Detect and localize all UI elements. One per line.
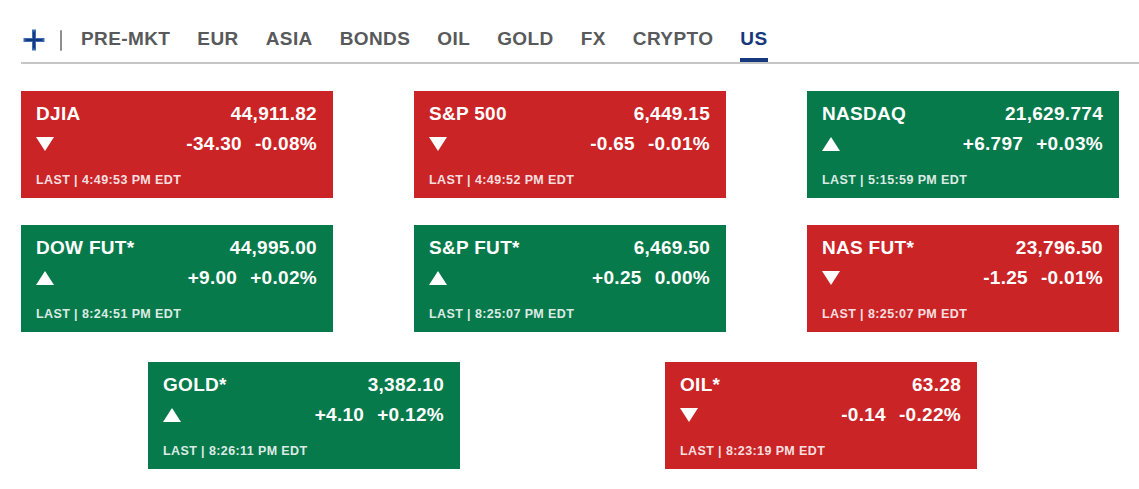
tab-us[interactable]: US xyxy=(740,28,767,62)
change-value: -0.14 xyxy=(841,404,886,426)
market-card-nasdaq[interactable]: NASDAQ 21,629.774 +6.797 +0.03% LAST | 5… xyxy=(807,91,1119,198)
last-timestamp: LAST | 4:49:53 PM EDT xyxy=(36,173,317,187)
change-percent: -0.01% xyxy=(648,133,710,155)
market-card-djia[interactable]: DJIA 44,911.82 -34.30 -0.08% LAST | 4:49… xyxy=(21,91,333,198)
last-price: 21,629.774 xyxy=(1005,103,1103,125)
plus-icon xyxy=(21,27,47,53)
change-percent: -0.22% xyxy=(899,404,961,426)
tab-oil[interactable]: OIL xyxy=(437,28,470,62)
change-percent: -0.01% xyxy=(1041,267,1103,289)
direction-arrow-icon xyxy=(36,271,54,285)
change-value: -1.25 xyxy=(983,267,1028,289)
last-price: 6,449.15 xyxy=(634,103,710,125)
market-card-gold[interactable]: GOLD* 3,382.10 +4.10 +0.12% LAST | 8:26:… xyxy=(148,362,460,469)
last-price: 63.28 xyxy=(912,374,961,396)
tab-eur[interactable]: EUR xyxy=(197,28,238,62)
last-timestamp: LAST | 8:25:07 PM EDT xyxy=(822,307,1103,321)
instrument-symbol: GOLD* xyxy=(163,374,227,396)
direction-arrow-icon xyxy=(429,137,447,151)
direction-arrow-icon xyxy=(163,408,181,422)
last-price: 3,382.10 xyxy=(368,374,444,396)
change-percent: +0.03% xyxy=(1036,133,1103,155)
market-card-sp-fut[interactable]: S&P FUT* 6,469.50 +0.25 0.00% LAST | 8:2… xyxy=(414,225,726,332)
tab-pre-mkt[interactable]: PRE-MKT xyxy=(81,28,170,62)
change-value: +4.10 xyxy=(315,404,365,426)
last-price: 23,796.50 xyxy=(1016,237,1103,259)
instrument-symbol: DOW FUT* xyxy=(36,237,134,259)
change-value: +0.25 xyxy=(592,267,642,289)
change-value: -0.65 xyxy=(590,133,635,155)
instrument-symbol: S&P 500 xyxy=(429,103,507,125)
change-value: -34.30 xyxy=(186,133,242,155)
market-card-dow-fut[interactable]: DOW FUT* 44,995.00 +9.00 +0.02% LAST | 8… xyxy=(21,225,333,332)
direction-arrow-icon xyxy=(680,408,698,422)
market-card-sp500[interactable]: S&P 500 6,449.15 -0.65 -0.01% LAST | 4:4… xyxy=(414,91,726,198)
direction-arrow-icon xyxy=(822,137,840,151)
tab-bonds[interactable]: BONDS xyxy=(340,28,411,62)
last-timestamp: LAST | 8:23:19 PM EDT xyxy=(680,444,961,458)
last-timestamp: LAST | 8:26:11 PM EDT xyxy=(163,444,444,458)
last-timestamp: LAST | 8:25:07 PM EDT xyxy=(429,307,710,321)
instrument-symbol: NAS FUT* xyxy=(822,237,914,259)
market-tab-bar: PRE-MKT EUR ASIA BONDS OIL GOLD FX CRYPT… xyxy=(21,27,1139,64)
add-ticker-button[interactable] xyxy=(21,27,47,62)
change-percent: +0.02% xyxy=(250,267,317,289)
instrument-symbol: S&P FUT* xyxy=(429,237,520,259)
last-price: 6,469.50 xyxy=(634,237,710,259)
change-value: +6.797 xyxy=(963,133,1023,155)
market-tabs: PRE-MKT EUR ASIA BONDS OIL GOLD FX CRYPT… xyxy=(81,28,768,62)
last-timestamp: LAST | 4:49:52 PM EDT xyxy=(429,173,710,187)
market-card-oil[interactable]: OIL* 63.28 -0.14 -0.22% LAST | 8:23:19 P… xyxy=(665,362,977,469)
market-card-nas-fut[interactable]: NAS FUT* 23,796.50 -1.25 -0.01% LAST | 8… xyxy=(807,225,1119,332)
change-percent: 0.00% xyxy=(655,267,710,289)
change-percent: +0.12% xyxy=(377,404,444,426)
tab-gold[interactable]: GOLD xyxy=(497,28,554,62)
tab-asia[interactable]: ASIA xyxy=(266,28,313,62)
direction-arrow-icon xyxy=(36,137,54,151)
tab-crypto[interactable]: CRYPTO xyxy=(633,28,714,62)
change-value: +9.00 xyxy=(188,267,238,289)
tab-fx[interactable]: FX xyxy=(581,28,606,62)
last-price: 44,995.00 xyxy=(230,237,317,259)
last-timestamp: LAST | 5:15:59 PM EDT xyxy=(822,173,1103,187)
change-percent: -0.08% xyxy=(255,133,317,155)
last-price: 44,911.82 xyxy=(231,103,317,125)
nav-divider xyxy=(60,30,62,51)
instrument-symbol: OIL* xyxy=(680,374,720,396)
last-timestamp: LAST | 8:24:51 PM EDT xyxy=(36,307,317,321)
direction-arrow-icon xyxy=(429,271,447,285)
instrument-symbol: DJIA xyxy=(36,103,81,125)
direction-arrow-icon xyxy=(822,271,840,285)
instrument-symbol: NASDAQ xyxy=(822,103,906,125)
